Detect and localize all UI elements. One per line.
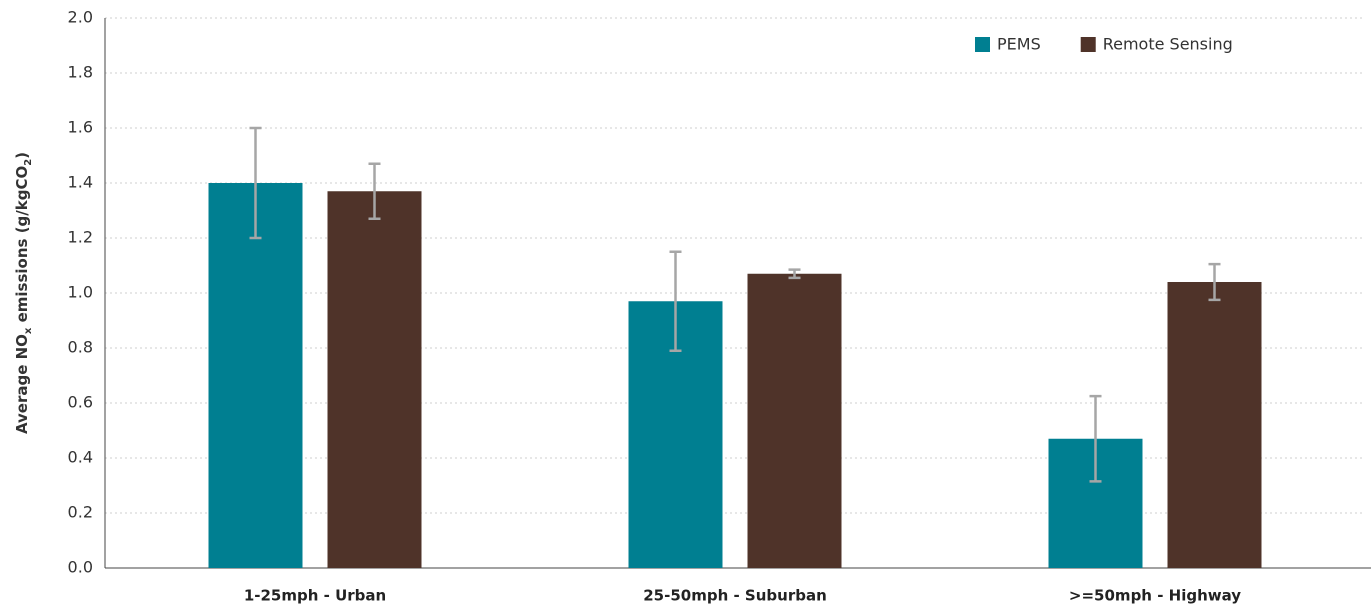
error-bar — [249, 126, 262, 240]
bar — [208, 183, 303, 568]
legend-label: PEMS — [997, 35, 1041, 54]
y-axis-label: Average NOx emissions (g/kgCO2) — [13, 152, 34, 434]
legend-swatch — [975, 37, 990, 52]
error-bar — [1208, 262, 1221, 302]
y-tick-label: 1.2 — [68, 228, 93, 247]
y-axis-label-part: x — [23, 327, 34, 334]
bar — [747, 273, 842, 568]
bar — [1167, 282, 1262, 568]
legend-swatch — [1080, 37, 1096, 52]
x-tick-label: 1-25mph - Urban — [244, 587, 386, 605]
error-bar — [368, 162, 381, 220]
error-bar — [1089, 394, 1102, 483]
error-bar — [788, 268, 801, 280]
y-tick-label: 1.6 — [68, 118, 93, 137]
y-tick-label: 1.8 — [68, 63, 93, 82]
y-tick-label: 2.0 — [68, 8, 93, 27]
legend-label: Remote Sensing — [1103, 35, 1233, 54]
x-tick-label: >=50mph - Highway — [1069, 587, 1241, 605]
y-tick-label: 1.0 — [68, 283, 93, 302]
y-axis-label-part: 2 — [23, 159, 34, 166]
y-axis-label-part: Average NO — [13, 334, 31, 434]
y-axis-label-part: emissions (g/kgCO — [13, 166, 31, 328]
x-tick-label: 25-50mph - Suburban — [643, 587, 827, 605]
y-tick-label: 0.6 — [68, 393, 93, 412]
bar — [327, 191, 422, 568]
y-tick-label: 0.4 — [68, 448, 93, 467]
y-axis-label-part: ) — [13, 152, 31, 159]
y-tick-label: 0.8 — [68, 338, 93, 357]
y-tick-label: 0.0 — [68, 558, 93, 577]
y-tick-label: 1.4 — [68, 173, 93, 192]
error-bar — [669, 250, 682, 352]
y-tick-label: 0.2 — [68, 503, 93, 522]
